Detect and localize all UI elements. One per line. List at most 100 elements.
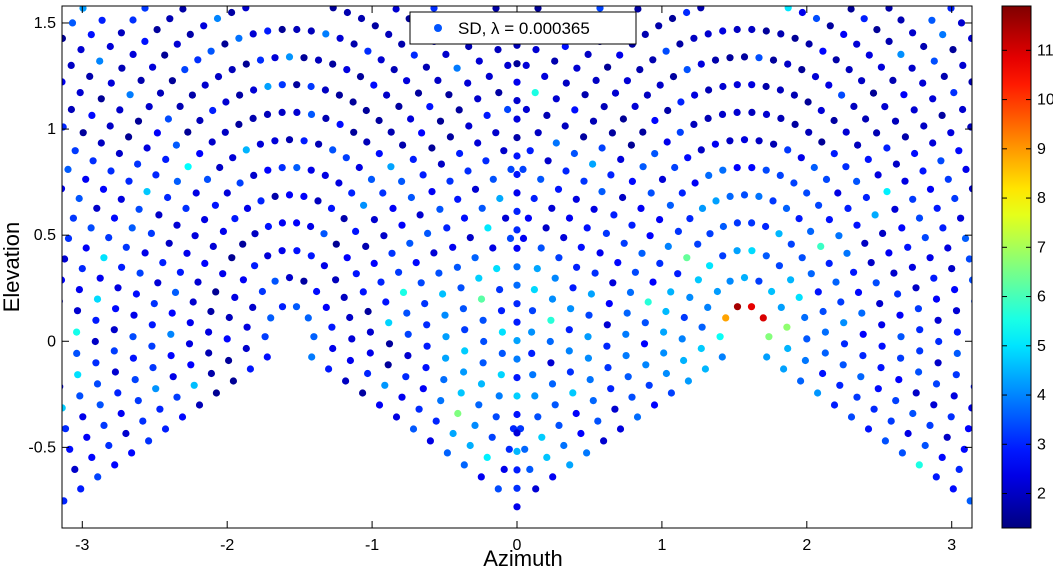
data-point [643,91,652,99]
data-point [381,381,389,389]
data-point [904,243,912,251]
data-point [225,356,233,365]
data-point [787,240,795,248]
data-point [183,249,191,257]
data-point [968,78,972,86]
data-point [926,254,934,262]
data-point [307,110,316,118]
data-point [407,115,415,123]
data-point [92,359,100,367]
data-point [639,128,647,136]
data-point [860,15,868,23]
data-point [465,122,473,130]
data-point [267,314,275,322]
data-point [719,82,727,91]
data-point [366,349,374,357]
colorbar-gradient [1001,5,1032,529]
data-point [249,114,257,122]
data-point [513,447,521,455]
data-point [891,117,900,125]
data-point [442,354,450,362]
data-point [219,270,227,278]
data-point [242,6,250,12]
data-point [603,342,611,350]
data-point [932,295,941,303]
data-point [585,311,593,319]
data-point [919,167,927,175]
data-point [733,81,741,89]
data-point [461,326,469,334]
data-point [567,305,575,313]
data-point [264,82,272,91]
y-axis-title: Elevation [0,222,24,313]
data-point [691,91,699,99]
data-point [797,154,805,162]
data-point [143,188,151,196]
data-point [968,185,972,193]
data-point [804,98,812,106]
data-point [314,56,323,64]
data-point [631,102,639,110]
data-point [137,76,145,84]
data-point [414,89,423,97]
data-point [153,26,161,34]
data-point [583,449,591,457]
data-point [901,133,910,141]
data-point [638,249,646,257]
data-point [747,303,756,311]
data-point [385,340,394,348]
data-point [155,211,163,219]
data-point [415,405,423,413]
data-point [485,72,493,80]
data-point [258,287,266,296]
legend-label: SD, λ = 0.000365 [458,19,590,38]
data-point [440,376,448,384]
data-point [683,254,691,262]
data-point [343,66,351,74]
data-point [814,389,822,397]
data-point [513,170,521,179]
data-point [62,425,70,433]
data-point [733,164,741,172]
data-point [205,328,213,336]
data-point [740,136,749,144]
data-point [320,230,328,238]
data-point [859,352,867,360]
data-point [300,137,308,145]
data-point [477,295,486,303]
data-point [608,129,617,137]
data-point [362,106,370,115]
data-point [853,40,861,48]
data-point [636,66,644,74]
data-point [475,274,483,282]
data-point [79,6,87,12]
data-point [573,263,581,271]
data-point [466,234,474,242]
data-point [474,139,482,147]
data-point [228,66,236,74]
data-point [892,160,901,168]
data-point [375,401,384,409]
data-point [513,263,521,271]
data-point [628,221,636,229]
data-point [329,146,337,154]
data-point [719,27,727,35]
data-point [791,120,799,128]
data-point [616,425,625,433]
data-point [184,163,192,171]
data-point [519,234,528,242]
data-point [168,309,176,317]
data-point [392,413,401,421]
data-point [278,219,286,227]
data-point [153,129,161,137]
data-point [777,30,785,38]
data-point [726,54,734,62]
data-point [223,189,231,197]
data-point [278,164,286,172]
data-point [352,270,360,278]
data-point [143,144,151,152]
data-point [915,368,923,376]
data-point [551,401,559,409]
data-point [554,185,563,193]
data-point [264,166,272,174]
